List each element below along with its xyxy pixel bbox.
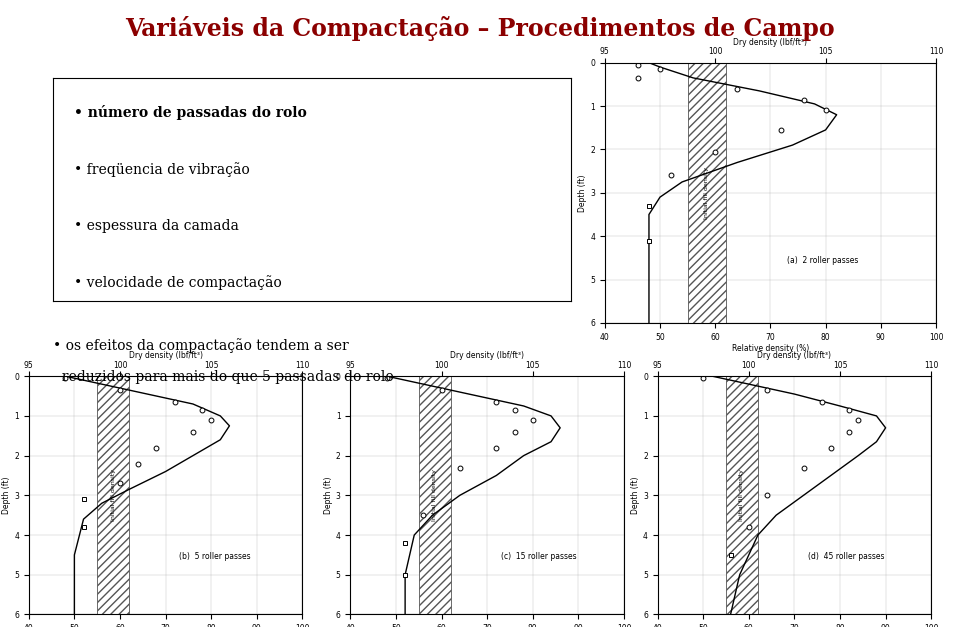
Y-axis label: Depth (ft): Depth (ft) [579,174,588,211]
Text: Initial fill density: Initial fill density [110,470,115,521]
Text: • velocidade de compactação: • velocidade de compactação [74,275,281,290]
X-axis label: Dry density (lbf/ft³): Dry density (lbf/ft³) [757,351,831,360]
X-axis label: Dry density (lbf/ft³): Dry density (lbf/ft³) [450,351,524,360]
Text: Variáveis da Compactação – Procedimentos de Campo: Variáveis da Compactação – Procedimentos… [125,16,835,41]
Text: • espessura da camada: • espessura da camada [74,219,238,233]
Bar [726,376,758,614]
Y-axis label: Depth (ft): Depth (ft) [632,477,640,514]
Text: Initial fill density: Initial fill density [705,167,709,219]
Text: • os efeitos da compactação tendem a ser: • os efeitos da compactação tendem a ser [53,339,348,354]
Y-axis label: Depth (ft): Depth (ft) [3,477,12,514]
Text: Initial fill density: Initial fill density [432,470,437,521]
Text: • número de passadas do rolo: • número de passadas do rolo [74,105,306,120]
Text: (b)  5 roller passes: (b) 5 roller passes [180,552,251,561]
X-axis label: Dry density (lbf/ft³): Dry density (lbf/ft³) [129,351,203,360]
Text: (d)  45 roller passes: (d) 45 roller passes [808,552,884,561]
Bar [419,376,451,614]
Text: • freqüencia de vibração: • freqüencia de vibração [74,162,250,177]
Y-axis label: Depth (ft): Depth (ft) [324,477,333,514]
Bar [97,376,129,614]
Text: (c)  15 roller passes: (c) 15 roller passes [501,552,577,561]
X-axis label: Dry density (lbf/ft³): Dry density (lbf/ft³) [733,38,807,46]
Text: (a)  2 roller passes: (a) 2 roller passes [787,256,858,265]
Text: Initial fill density: Initial fill density [739,470,744,521]
Bar [687,63,726,323]
Text: reduzidos para mais do que 5 passadas do rolo: reduzidos para mais do que 5 passadas do… [53,370,394,384]
X-axis label: Relative density (%): Relative density (%) [732,344,809,354]
